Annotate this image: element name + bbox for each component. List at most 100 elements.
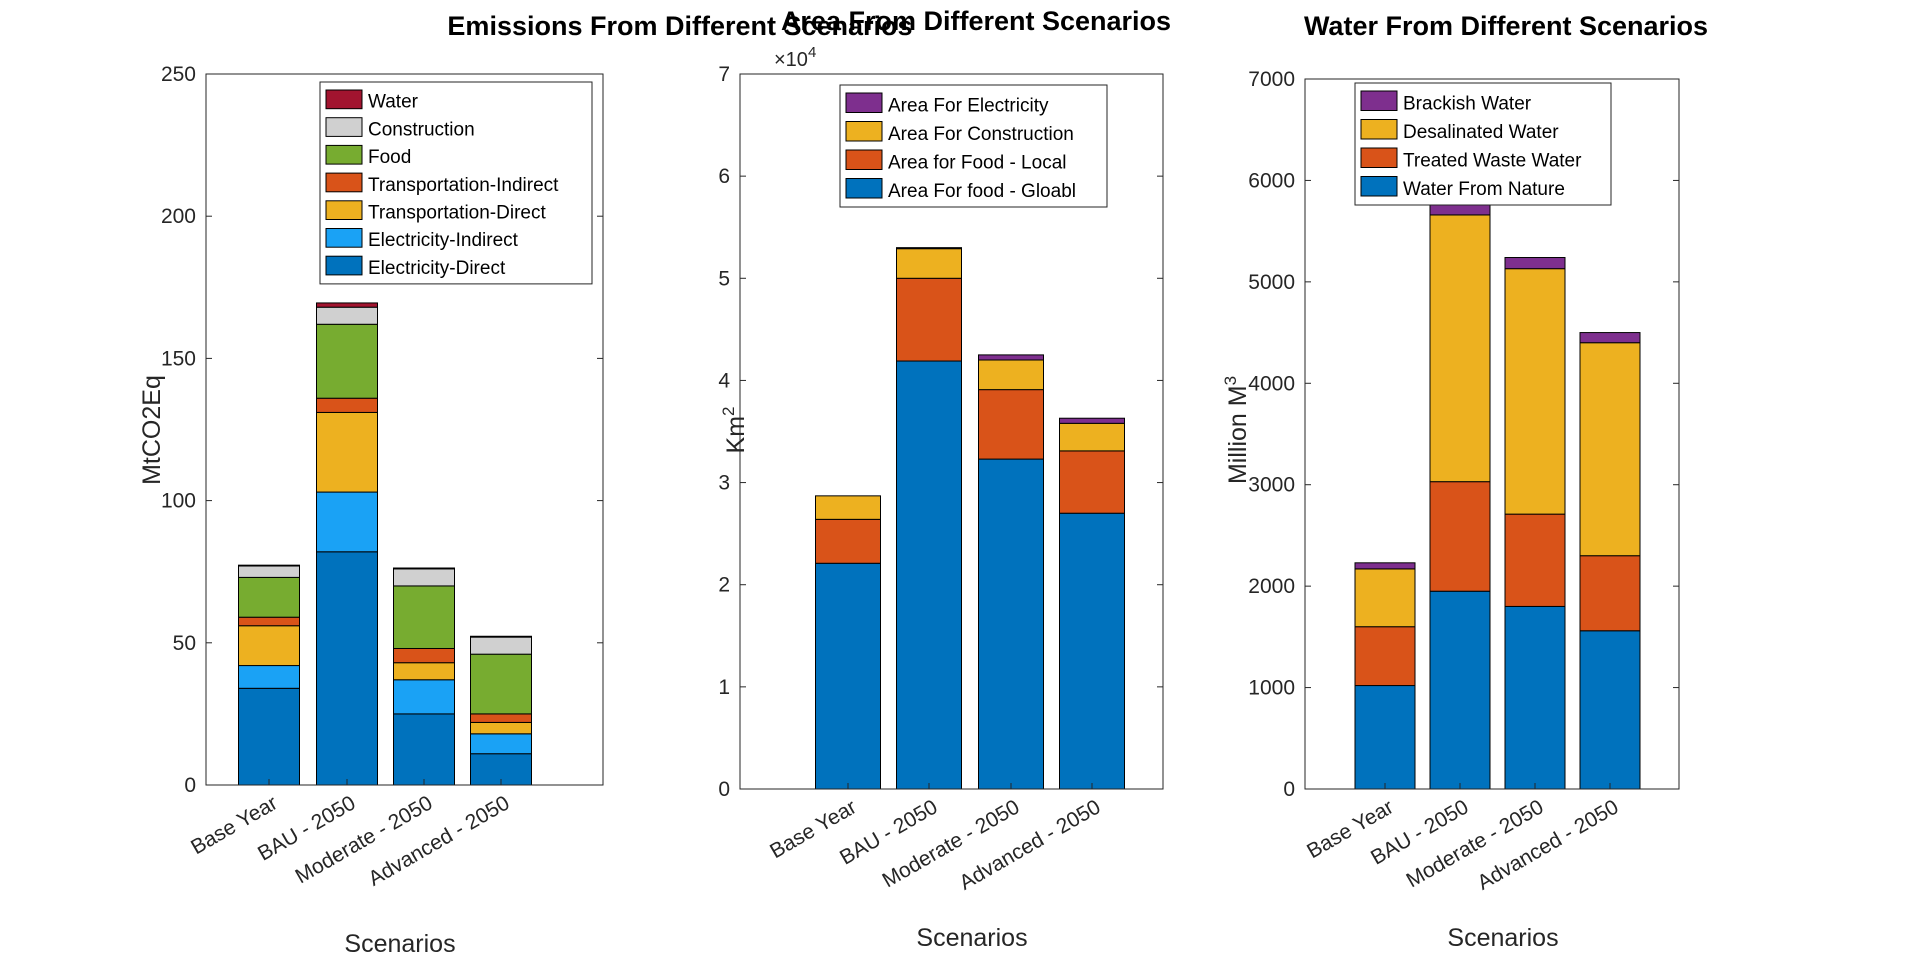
y-tick-label: 5000 — [1248, 271, 1295, 294]
y-tick-label: 1 — [718, 676, 730, 699]
bar-desalinated-water-moderate-2050 — [1504, 268, 1566, 515]
legend: Area For Electricity Area For Constructio… — [839, 84, 1108, 208]
legend: Brackish Water Desalinated Water Treated W… — [1354, 82, 1612, 206]
bar-food-moderate-2050 — [393, 585, 455, 649]
y-tick-label: 6000 — [1248, 169, 1295, 192]
bar-water-from-nature-base-year — [1354, 685, 1416, 790]
x-tick-label: Moderate - 2050 — [879, 795, 1024, 892]
bar-water-from-nature-advanced-2050 — [1579, 630, 1641, 790]
legend: Water Construction Food Transportation-Indi… — [319, 81, 593, 285]
x-tick-label: Moderate - 2050 — [292, 791, 437, 888]
bar-area-for-food-gloabl-base-year — [815, 562, 881, 790]
bar-transportation-direct-bau-2050 — [316, 411, 378, 493]
bar-electricity-indirect-bau-2050 — [316, 491, 378, 553]
chart-title: Water From Different Scenarios — [1304, 11, 1708, 41]
bar-brackish-water-advanced-2050 — [1579, 332, 1641, 344]
legend-box — [839, 84, 1108, 208]
y-tick-label: 100 — [161, 490, 196, 513]
y-axis-label: Million M3 — [1221, 376, 1252, 484]
bar-area-for-electricity-moderate-2050 — [978, 354, 1044, 361]
bar-construction-bau-2050 — [316, 306, 378, 325]
bar-water-advanced-2050 — [470, 635, 532, 638]
legend-label-area-for-food-gloabl: Area For food - Gloabl — [888, 181, 1076, 202]
axes-box — [739, 73, 1164, 790]
legend-label-electricity-indirect: Electricity-Indirect — [368, 230, 519, 251]
y-axis-label: MtCO2Eq — [138, 375, 166, 485]
y-tick-label: 3 — [718, 472, 730, 495]
bar-transportation-direct-base-year — [238, 625, 300, 667]
legend-swatch-desalinated-water — [1360, 119, 1398, 140]
bar-food-bau-2050 — [316, 323, 378, 399]
bar-brackish-water-base-year — [1354, 562, 1416, 570]
bar-water-base-year — [238, 564, 300, 567]
legend-label-transportation-direct: Transportation-Direct — [368, 203, 546, 224]
y-axis-label-text: MtCO2Eq — [138, 375, 166, 485]
bar-area-for-construction-advanced-2050 — [1059, 422, 1125, 452]
bar-area-for-construction-bau-2050 — [896, 248, 962, 279]
chart-title: Emissions From Different Scenarios — [447, 11, 912, 41]
y-axis-label-text: Million M — [1224, 385, 1252, 484]
y-tick-label: 7000 — [1248, 68, 1295, 91]
legend-swatch-transportation-indirect — [325, 172, 363, 193]
legend-label-area-for-food-local: Area for Food - Local — [888, 153, 1066, 174]
chart-title: Area From Different Scenarios — [781, 6, 1171, 36]
y-tick-label: 0 — [1283, 778, 1295, 801]
legend-label-area-for-construction: Area For Construction — [888, 124, 1074, 145]
bar-transportation-direct-advanced-2050 — [470, 721, 532, 735]
y-axis-label-superscript: 3 — [1221, 376, 1240, 385]
y-tick-label: 250 — [161, 63, 196, 86]
bar-area-for-construction-base-year — [815, 495, 881, 520]
x-axis-label: Scenarios — [916, 924, 1027, 952]
y-axis-label-text: Km — [722, 416, 750, 454]
y-axis-exponent: ×104 — [774, 44, 816, 71]
legend-label-construction: Construction — [368, 119, 475, 140]
x-axis-label: Scenarios — [344, 930, 455, 958]
legend-box — [1354, 82, 1612, 206]
bar-treated-waste-water-bau-2050 — [1429, 481, 1491, 592]
y-tick-label: 5 — [718, 267, 730, 290]
legend-label-water-from-nature: Water From Nature — [1403, 179, 1565, 200]
bar-transportation-direct-moderate-2050 — [393, 662, 455, 681]
y-tick-label: 4000 — [1248, 372, 1295, 395]
bar-transportation-indirect-base-year — [238, 616, 300, 627]
bar-area-for-food-local-bau-2050 — [896, 277, 962, 362]
y-tick-label: 0 — [718, 778, 730, 801]
bar-treated-waste-water-advanced-2050 — [1579, 555, 1641, 632]
bar-area-for-electricity-bau-2050 — [896, 247, 962, 250]
y-tick-label: 50 — [173, 632, 196, 655]
legend-swatch-food — [325, 144, 363, 165]
legend-label-transportation-indirect: Transportation-Indirect — [368, 175, 559, 196]
legend-label-electricity-direct: Electricity-Direct — [368, 258, 506, 279]
bar-water-moderate-2050 — [393, 567, 455, 570]
bar-area-for-food-gloabl-bau-2050 — [896, 360, 962, 790]
y-axis-exponent-base: ×10 — [774, 49, 808, 71]
y-axis-label: Km2 — [719, 407, 750, 454]
bar-construction-advanced-2050 — [470, 636, 532, 655]
legend-swatch-area-for-construction — [845, 121, 883, 142]
y-tick-label: 3000 — [1248, 474, 1295, 497]
bar-water-from-nature-moderate-2050 — [1504, 605, 1566, 790]
legend-label-brackish-water: Brackish Water — [1403, 94, 1532, 115]
bar-water-bau-2050 — [316, 302, 378, 308]
y-tick-label: 2 — [718, 574, 730, 597]
bar-water-from-nature-bau-2050 — [1429, 590, 1491, 790]
legend-label-treated-waste-water: Treated Waste Water — [1403, 151, 1582, 172]
bar-electricity-indirect-base-year — [238, 665, 300, 689]
x-tick-label: Advanced - 2050 — [364, 791, 513, 890]
y-axis-exponent-power: 4 — [808, 44, 816, 61]
bar-area-for-food-gloabl-advanced-2050 — [1059, 512, 1125, 790]
bar-construction-base-year — [238, 565, 300, 578]
bar-area-for-food-gloabl-moderate-2050 — [978, 458, 1044, 790]
legend-swatch-electricity-indirect — [325, 228, 363, 248]
bar-desalinated-water-advanced-2050 — [1579, 342, 1641, 557]
bar-food-base-year — [238, 576, 300, 618]
bar-treated-waste-water-moderate-2050 — [1504, 513, 1566, 607]
axes-box — [1304, 78, 1680, 790]
bar-electricity-direct-moderate-2050 — [393, 713, 455, 786]
y-tick-label: 0 — [184, 774, 196, 797]
y-axis-label-superscript: 2 — [719, 407, 738, 416]
y-tick-label: 1000 — [1248, 677, 1295, 700]
legend-swatch-treated-waste-water — [1360, 147, 1398, 168]
